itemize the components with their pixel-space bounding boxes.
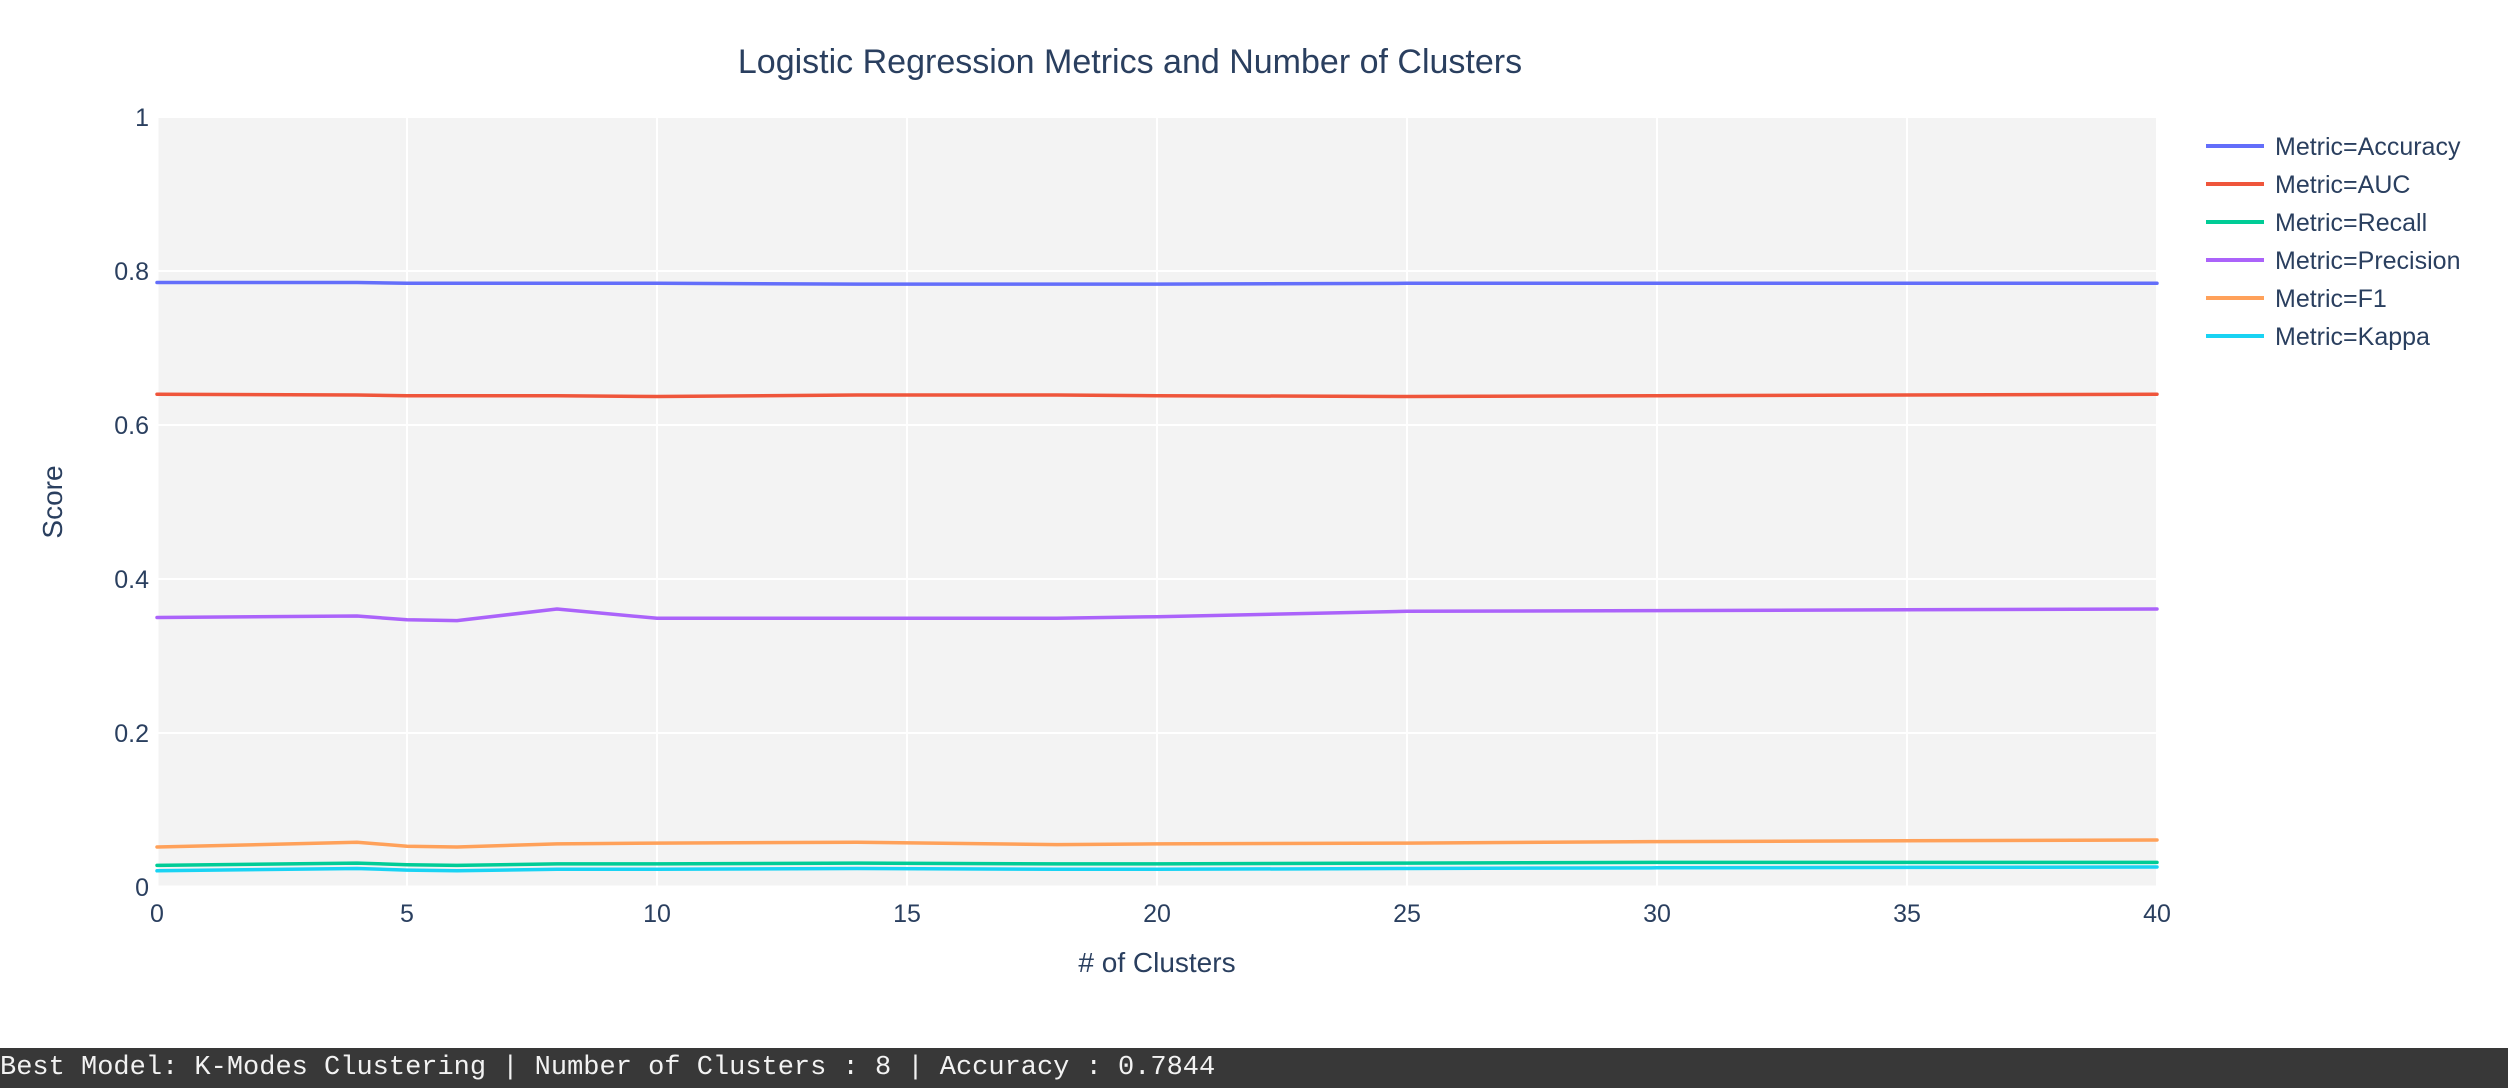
y-tick-label: 0.4 xyxy=(114,566,149,594)
series-line-auc xyxy=(155,392,2159,399)
y-tick-label: 0.6 xyxy=(114,412,149,440)
series-line-kappa xyxy=(155,865,2159,873)
series-line-precision xyxy=(155,607,2159,623)
chart-canvas: 0 5 10 15 20 25 30 35 40 0 0.2 0.4 0.6 0.8 1 Logistic … xyxy=(37,43,2461,978)
y-axis-title: Score xyxy=(37,465,68,538)
legend-label-kappa: Metric=Kappa xyxy=(2275,323,2430,351)
x-tick-label: 40 xyxy=(2143,900,2171,928)
x-tick-label: 5 xyxy=(400,900,414,928)
x-tick-label: 10 xyxy=(643,900,671,928)
x-tick-label: 30 xyxy=(1643,900,1671,928)
y-tick-label: 0 xyxy=(135,874,149,902)
axes: 0 5 10 15 20 25 30 35 40 0 0.2 0.4 0.6 0.8 1 xyxy=(114,104,2171,928)
y-tick-label: 1 xyxy=(135,104,149,132)
x-tick-label: 15 xyxy=(893,900,921,928)
x-tick-label: 35 xyxy=(1893,900,1921,928)
series-line-f1 xyxy=(155,838,2159,849)
x-tick-label: 0 xyxy=(150,900,164,928)
series-line-recall xyxy=(155,860,2159,868)
series-line-accuracy xyxy=(155,280,2159,286)
legend-label-auc: Metric=AUC xyxy=(2275,171,2410,199)
series-lines xyxy=(155,280,2159,873)
status-bar: Best Model: K-Modes Clustering | Number … xyxy=(0,1048,2508,1088)
x-tick-label: 20 xyxy=(1143,900,1171,928)
grid-lines xyxy=(157,116,2158,887)
line-chart: 0 5 10 15 20 25 30 35 40 0 0.2 0.4 0.6 0.8 1 Logistic … xyxy=(37,43,2461,978)
chart-title: Logistic Regression Metrics and Number o… xyxy=(738,43,1522,81)
x-axis-title: # of Clusters xyxy=(1078,947,1235,978)
legend: Metric=Accuracy Metric=AUC Metric=Recall Me… xyxy=(2206,133,2461,351)
legend-label-precision: Metric=Precision xyxy=(2275,247,2460,275)
legend-label-recall: Metric=Recall xyxy=(2275,209,2427,237)
x-tick-label: 25 xyxy=(1393,900,1421,928)
legend-label-accuracy: Metric=Accuracy xyxy=(2275,133,2461,161)
y-tick-label: 0.2 xyxy=(114,720,149,748)
y-tick-label: 0.8 xyxy=(114,258,149,286)
legend-label-f1: Metric=F1 xyxy=(2275,285,2387,313)
